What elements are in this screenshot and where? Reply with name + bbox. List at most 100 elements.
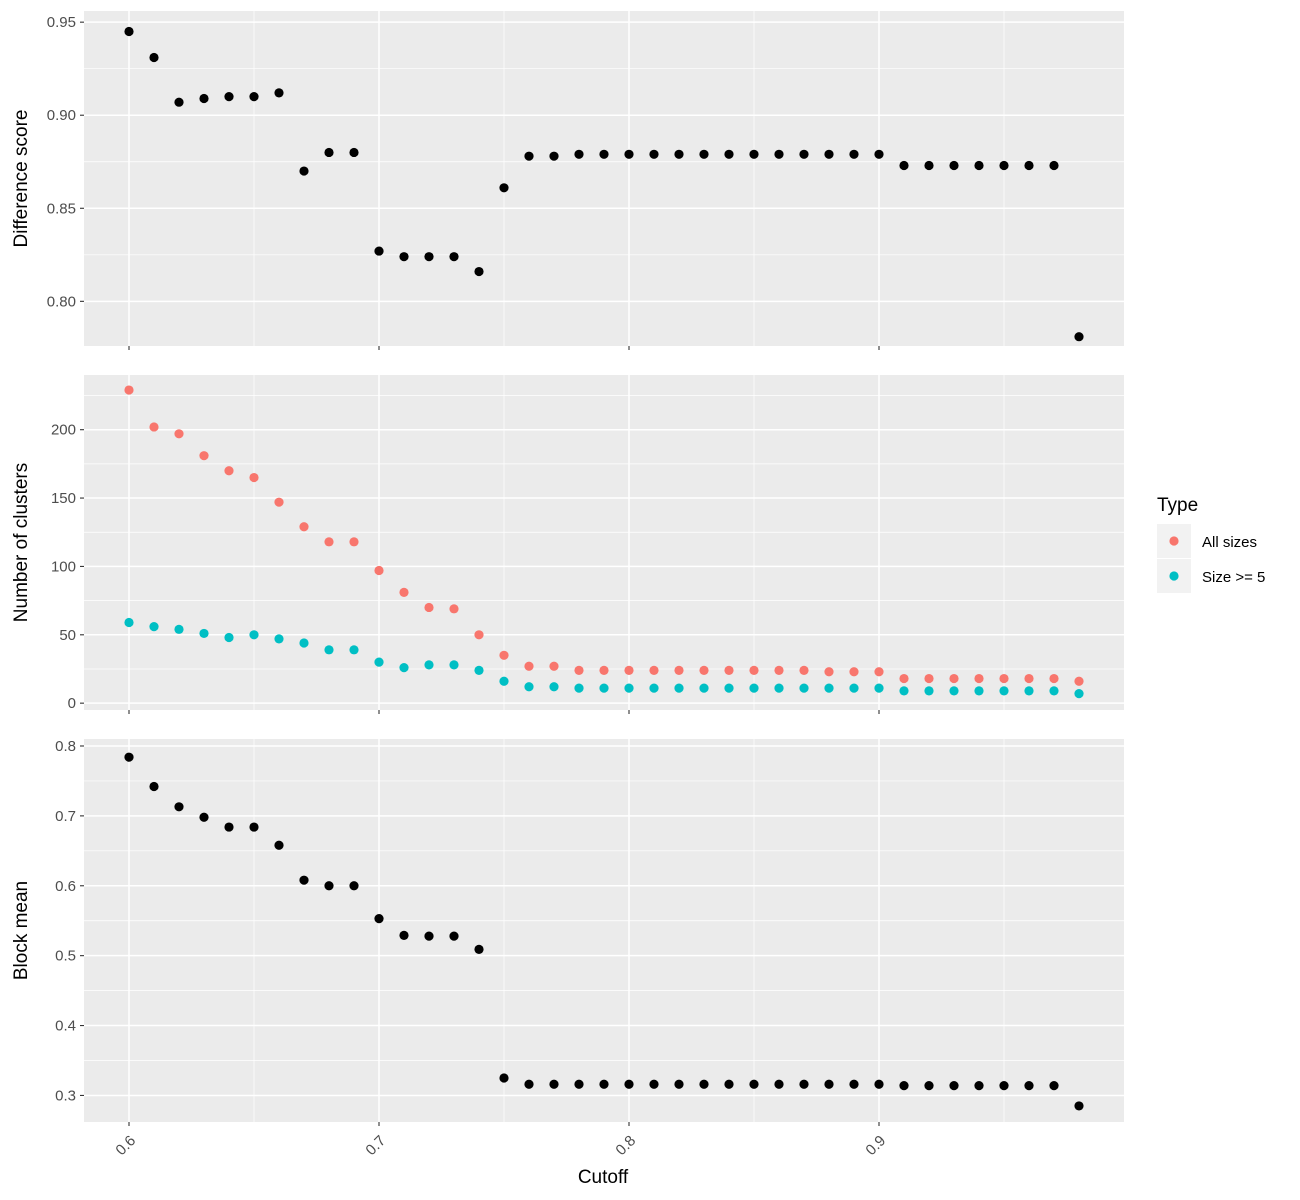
data-point <box>999 1081 1009 1091</box>
data-point <box>249 472 259 483</box>
data-point <box>899 673 909 684</box>
data-point <box>649 665 659 675</box>
data-point <box>749 665 759 675</box>
data-point <box>849 683 859 693</box>
data-point <box>699 683 709 693</box>
data-point <box>799 149 809 159</box>
y-axis-title-number-of-clusters: Number of clusters <box>11 463 32 622</box>
legend-point-all-sizes <box>1169 536 1179 546</box>
data-point <box>624 149 634 159</box>
data-point <box>574 1079 584 1089</box>
data-point <box>674 665 684 675</box>
data-point <box>974 1081 984 1091</box>
data-point <box>549 682 559 692</box>
data-point <box>774 149 784 159</box>
panel-number-of-clusters: 0 50 100 150 200 Number of clusters <box>11 375 1124 714</box>
data-point <box>449 252 459 262</box>
y-tick-label: 0.3 <box>55 1087 76 1104</box>
data-point <box>1074 1101 1084 1111</box>
data-point <box>299 522 309 532</box>
data-point <box>649 1079 659 1089</box>
x-tick-label: 0.8 <box>612 1132 639 1159</box>
y-tick-label: 0.5 <box>55 948 76 965</box>
data-point <box>749 149 759 159</box>
data-point <box>874 683 884 693</box>
data-point <box>699 149 709 159</box>
data-point <box>299 166 309 176</box>
data-point <box>199 628 209 639</box>
data-point <box>249 92 259 102</box>
data-point <box>724 665 734 675</box>
data-point <box>624 665 634 675</box>
data-point <box>349 537 359 547</box>
data-point <box>124 752 134 762</box>
x-axis-title: Cutoff <box>578 1167 629 1188</box>
data-point <box>524 151 534 161</box>
data-point <box>1074 676 1084 686</box>
data-point <box>799 1079 809 1089</box>
data-point <box>1049 686 1059 696</box>
data-point <box>399 930 409 940</box>
data-point <box>974 160 984 171</box>
data-point <box>199 451 209 461</box>
data-point <box>324 537 334 547</box>
data-point <box>649 683 659 693</box>
y-tick-label: 100 <box>51 558 76 575</box>
data-point <box>274 840 284 850</box>
data-point <box>499 183 509 193</box>
data-point <box>924 686 934 696</box>
data-point <box>999 686 1009 696</box>
data-point <box>599 683 609 693</box>
series-block-mean <box>124 752 1084 1111</box>
data-point <box>599 665 609 675</box>
y-tick-label: 50 <box>59 627 76 644</box>
data-point <box>349 645 359 655</box>
data-point <box>299 875 309 885</box>
data-point <box>524 1079 534 1089</box>
data-point <box>1024 673 1034 684</box>
data-point <box>849 667 859 677</box>
data-point <box>1024 160 1034 171</box>
data-point <box>124 26 134 37</box>
data-point <box>774 1079 784 1089</box>
series-size-5 <box>124 617 1084 699</box>
data-point <box>274 497 284 507</box>
data-point <box>324 645 334 655</box>
data-point <box>374 246 384 256</box>
y-tick-label: 0.80 <box>47 293 76 310</box>
data-point <box>499 650 509 660</box>
data-point <box>1074 332 1084 342</box>
data-point <box>149 621 159 632</box>
data-point <box>474 266 484 277</box>
data-point <box>149 781 159 792</box>
data-point <box>399 587 409 598</box>
data-point <box>1049 673 1059 684</box>
data-point <box>749 1079 759 1089</box>
data-point <box>149 422 159 432</box>
data-point <box>124 617 134 628</box>
series-difference-score <box>124 26 1084 342</box>
data-point <box>174 624 184 634</box>
data-point <box>949 160 959 171</box>
data-point <box>1049 1081 1059 1091</box>
data-point <box>949 686 959 696</box>
data-point <box>849 1079 859 1089</box>
data-point <box>824 1079 834 1089</box>
data-point <box>599 149 609 159</box>
data-point <box>224 632 234 643</box>
data-point <box>424 660 434 670</box>
data-point <box>1024 686 1034 696</box>
y-tick-label: 0.8 <box>55 738 76 755</box>
data-point <box>549 151 559 161</box>
y-tick-label: 0.7 <box>55 808 76 825</box>
data-point <box>224 92 234 102</box>
data-point <box>799 683 809 693</box>
data-point <box>174 97 184 107</box>
data-point <box>949 673 959 684</box>
y-tick-label: 150 <box>51 490 76 507</box>
legend-label-all-sizes: All sizes <box>1202 534 1257 551</box>
data-point <box>399 663 409 673</box>
panel-difference-score: 0.80 0.85 0.90 0.95 Difference score <box>11 11 1124 350</box>
data-point <box>524 661 534 671</box>
